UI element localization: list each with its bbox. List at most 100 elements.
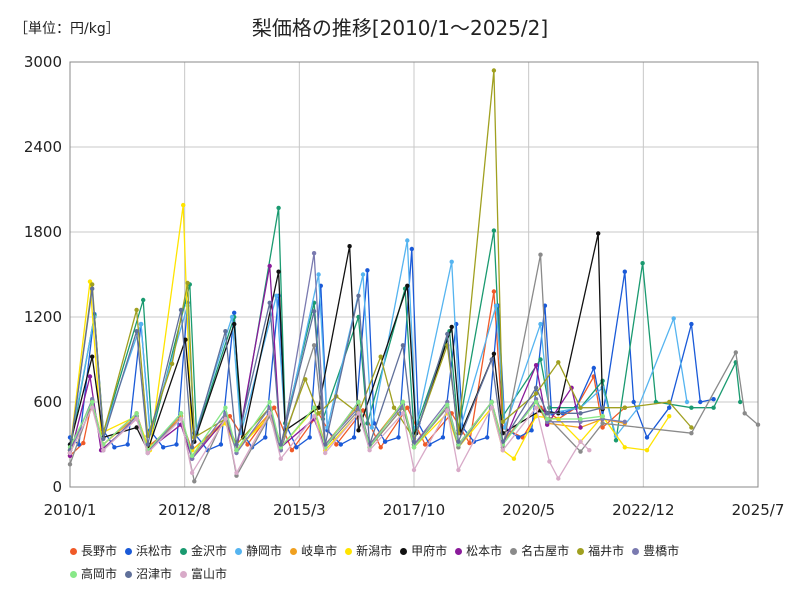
data-point — [360, 272, 366, 277]
series-沼津市 — [67, 286, 605, 453]
data-point — [405, 238, 410, 243]
legend-label: 豊橋市 — [643, 544, 680, 558]
data-point — [81, 440, 86, 446]
data-point — [489, 399, 494, 405]
legend-item: 金沢市 — [180, 542, 227, 559]
data-point — [67, 462, 73, 467]
data-point — [600, 421, 605, 426]
legend-label: 高岡市 — [81, 567, 118, 581]
legend-marker — [180, 548, 188, 555]
data-point — [316, 272, 321, 277]
y-tick-label: 1800 — [24, 223, 62, 241]
legend-marker — [455, 548, 463, 555]
y-tick-label: 0 — [52, 478, 62, 496]
series-富山市 — [67, 405, 592, 481]
data-point — [411, 445, 417, 450]
data-point — [311, 414, 317, 419]
legend-label: 福井市 — [588, 544, 625, 558]
data-point — [234, 470, 239, 475]
data-point — [578, 449, 583, 454]
data-point — [556, 360, 561, 365]
data-point — [500, 448, 505, 453]
data-point — [90, 286, 95, 291]
data-point — [338, 442, 343, 447]
data-point — [449, 259, 454, 264]
legend-label: 名古屋市 — [521, 544, 570, 558]
data-point — [622, 269, 627, 274]
data-point — [556, 476, 561, 481]
legend-marker — [125, 571, 133, 578]
data-point — [733, 350, 738, 355]
chart-title: 梨価格の推移[2010/1～2025/2] — [251, 16, 549, 40]
data-point — [698, 399, 703, 405]
data-point — [440, 435, 446, 440]
data-point — [578, 439, 583, 444]
x-tick-label: 2020/5 — [502, 501, 555, 519]
data-point — [644, 448, 650, 453]
series-line — [69, 405, 590, 480]
y-tick-label: 3000 — [24, 53, 62, 71]
data-point — [181, 202, 186, 208]
data-point — [347, 244, 352, 249]
data-point — [223, 416, 228, 422]
legend-item: 沼津市 — [125, 565, 172, 582]
data-point — [87, 374, 93, 379]
data-point — [545, 411, 550, 416]
data-point — [294, 445, 299, 450]
data-point — [516, 435, 521, 440]
data-point — [640, 261, 645, 266]
data-point — [738, 399, 743, 405]
data-point — [711, 405, 716, 410]
legend-label: 富山市 — [191, 567, 228, 581]
data-point — [422, 442, 428, 447]
data-point — [356, 399, 361, 405]
data-point — [689, 431, 694, 436]
legend-item: 富山市 — [180, 565, 227, 582]
legend-label: 静岡市 — [246, 544, 283, 558]
data-point — [613, 438, 619, 443]
x-tick-label: 2012/8 — [158, 501, 211, 519]
data-point — [307, 435, 312, 440]
series-高岡市 — [67, 399, 605, 458]
legend-label: 金沢市 — [191, 544, 228, 558]
data-point — [90, 399, 95, 405]
x-tick-label: 2017/10 — [383, 501, 445, 519]
data-point — [405, 283, 410, 288]
data-point — [591, 365, 596, 371]
x-tick-label: 2022/12 — [612, 501, 674, 519]
data-point — [755, 422, 761, 427]
data-point — [189, 470, 195, 475]
data-point — [232, 310, 237, 315]
data-point — [578, 405, 583, 410]
legend-item: 豊橋市 — [632, 542, 679, 559]
legend-item: 岐阜市 — [290, 542, 337, 559]
line-chart: 0 600 1200 1800 2400 3000 2010/1 2012/8 2015/3 20… — [24, 53, 785, 519]
data-point — [445, 402, 450, 407]
data-point — [274, 293, 279, 298]
legend-item: 甲府市 — [400, 542, 447, 559]
data-point — [303, 377, 308, 382]
x-tick-label: 2010/1 — [44, 501, 97, 519]
data-point — [267, 300, 272, 305]
data-point — [227, 414, 232, 419]
data-point — [234, 442, 239, 447]
tick-labels: 0 600 1200 1800 2400 3000 2010/1 2012/8 2015/3 20… — [24, 53, 785, 519]
data-point — [192, 479, 197, 484]
data-point — [365, 268, 370, 273]
data-point — [491, 68, 497, 73]
plot-frame — [69, 61, 759, 488]
data-point — [467, 440, 472, 446]
legend-item: 福井市 — [577, 542, 624, 559]
data-point — [485, 435, 490, 440]
data-point — [276, 205, 281, 211]
data-point — [178, 307, 184, 313]
data-point — [90, 354, 95, 359]
data-point — [189, 445, 195, 450]
data-point — [382, 439, 388, 444]
data-point — [409, 246, 414, 252]
legend-marker — [70, 548, 77, 555]
data-point — [396, 435, 401, 440]
data-point — [578, 411, 583, 416]
data-point — [112, 445, 117, 450]
data-point — [622, 419, 627, 424]
